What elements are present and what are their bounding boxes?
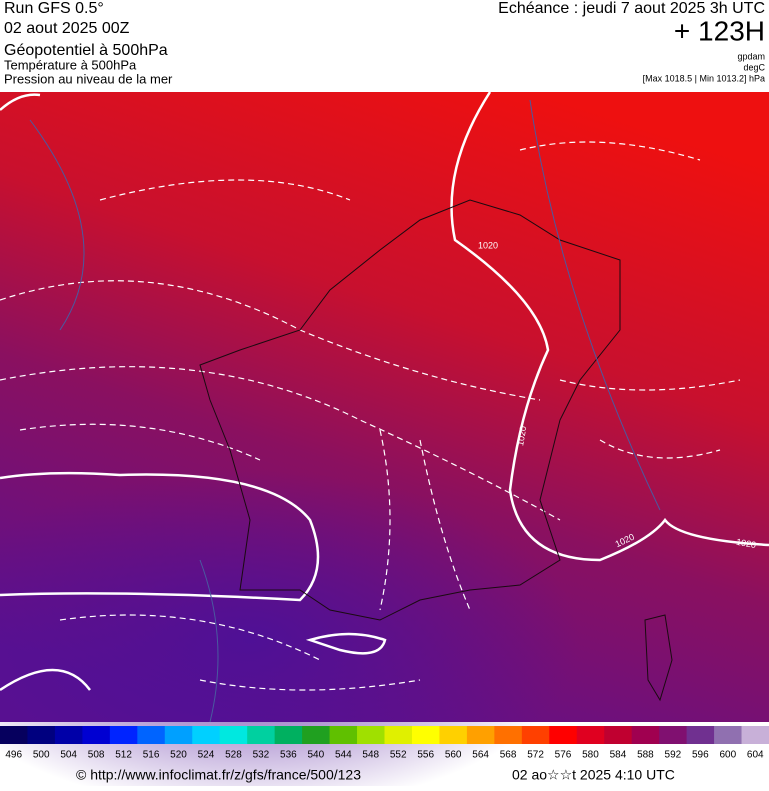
colorbar-label: 564 — [472, 750, 489, 761]
color-swatch — [164, 726, 193, 744]
colorbar-label: 512 — [115, 750, 132, 761]
colorbar-label: 520 — [170, 750, 187, 761]
colorbar: 496 500 504 508 512 516 520 524 528 532 536 540 544 5… — [0, 726, 769, 761]
colorbar-label: 600 — [719, 750, 736, 761]
colorbar-label: 524 — [198, 750, 215, 761]
color-swatch — [466, 726, 495, 744]
color-swatch — [247, 726, 276, 744]
color-swatch — [549, 726, 578, 744]
color-swatch — [274, 726, 303, 744]
header: Run GFS 0.5° 02 aout 2025 00Z Géopotenti… — [4, 0, 766, 86]
run: Run GFS 0.5° — [4, 0, 104, 17]
color-swatch — [604, 726, 633, 744]
colorbar-label: 508 — [88, 750, 105, 761]
color-swatch — [82, 726, 111, 744]
unit: gpdam — [737, 51, 765, 61]
colorbar-label: 556 — [417, 750, 434, 761]
color-swatch — [659, 726, 688, 744]
color-swatch — [686, 726, 715, 744]
colorbar-label: 560 — [445, 750, 462, 761]
colorbar-label: 552 — [390, 750, 407, 761]
color-swatch — [631, 726, 660, 744]
footer-url: © http://www.infoclimat.fr/z/gfs/france/… — [76, 767, 361, 783]
range: [Max 1018.5 | Min 1013.2] hPa — [643, 73, 765, 83]
colorbar-label: 544 — [335, 750, 352, 761]
field: Pression au niveau de la mer — [4, 71, 173, 86]
colorbar-label: 532 — [253, 750, 270, 761]
colorbar-label: 528 — [225, 750, 242, 761]
footer: © http://www.infoclimat.fr/z/gfs/france/… — [76, 767, 675, 783]
colorbar-label: 572 — [527, 750, 544, 761]
colorbar-label: 580 — [582, 750, 599, 761]
isobar — [0, 91, 769, 692]
color-swatch — [576, 726, 605, 744]
color-swatch — [0, 726, 28, 744]
unit: degC — [743, 62, 765, 72]
color-swatch — [714, 726, 743, 744]
color-swatch — [384, 726, 413, 744]
colorbar-label: 588 — [637, 750, 654, 761]
colorbar-label: 496 — [5, 750, 22, 761]
colorbar-label: 500 — [33, 750, 50, 761]
colorbar-label: 576 — [555, 750, 572, 761]
color-swatch — [439, 726, 468, 744]
color-swatch — [27, 726, 56, 744]
geopotential-contour — [29, 99, 661, 723]
colorbar-label: 604 — [747, 750, 764, 761]
colorbar-label: 592 — [665, 750, 682, 761]
isobar-label: 1020 — [478, 240, 498, 250]
color-swatch — [109, 726, 138, 744]
isobar-label: 1020 — [515, 425, 528, 446]
echeance: Echéance : jeudi 7 aout 2025 3h UTC — [498, 0, 765, 17]
colorbar-label: 584 — [610, 750, 627, 761]
color-swatch — [302, 726, 331, 744]
color-swatch — [192, 726, 221, 744]
footer-stamp: 02 ao☆☆t 2025 4:10 UTC — [512, 767, 675, 783]
color-swatch — [329, 726, 358, 744]
isobar-label: 1020 — [735, 537, 756, 550]
colorbar-label: 536 — [280, 750, 297, 761]
colorbar-label: 596 — [692, 750, 709, 761]
color-swatch — [741, 726, 769, 744]
color-swatch — [219, 726, 248, 744]
color-swatch — [137, 726, 166, 744]
cold-pool — [0, 470, 580, 791]
color-swatch — [54, 726, 83, 744]
offset: + 123H — [674, 15, 765, 46]
colorbar-label: 504 — [60, 750, 77, 761]
field: Géopotentiel à 500hPa — [4, 42, 168, 59]
colorbar-label: 516 — [143, 750, 160, 761]
colorbar-label: 568 — [500, 750, 517, 761]
colorbar-label: 548 — [362, 750, 379, 761]
coastline — [199, 199, 673, 702]
map: 1020 1020 1020 1020 — [0, 91, 769, 791]
colorbar-label: 540 — [307, 750, 324, 761]
field: Température à 500hPa — [4, 57, 137, 72]
color-swatch — [357, 726, 385, 744]
run-date: 02 aout 2025 00Z — [4, 20, 130, 37]
color-swatch — [494, 726, 523, 744]
color-swatch — [521, 726, 550, 744]
color-swatch — [411, 726, 440, 744]
